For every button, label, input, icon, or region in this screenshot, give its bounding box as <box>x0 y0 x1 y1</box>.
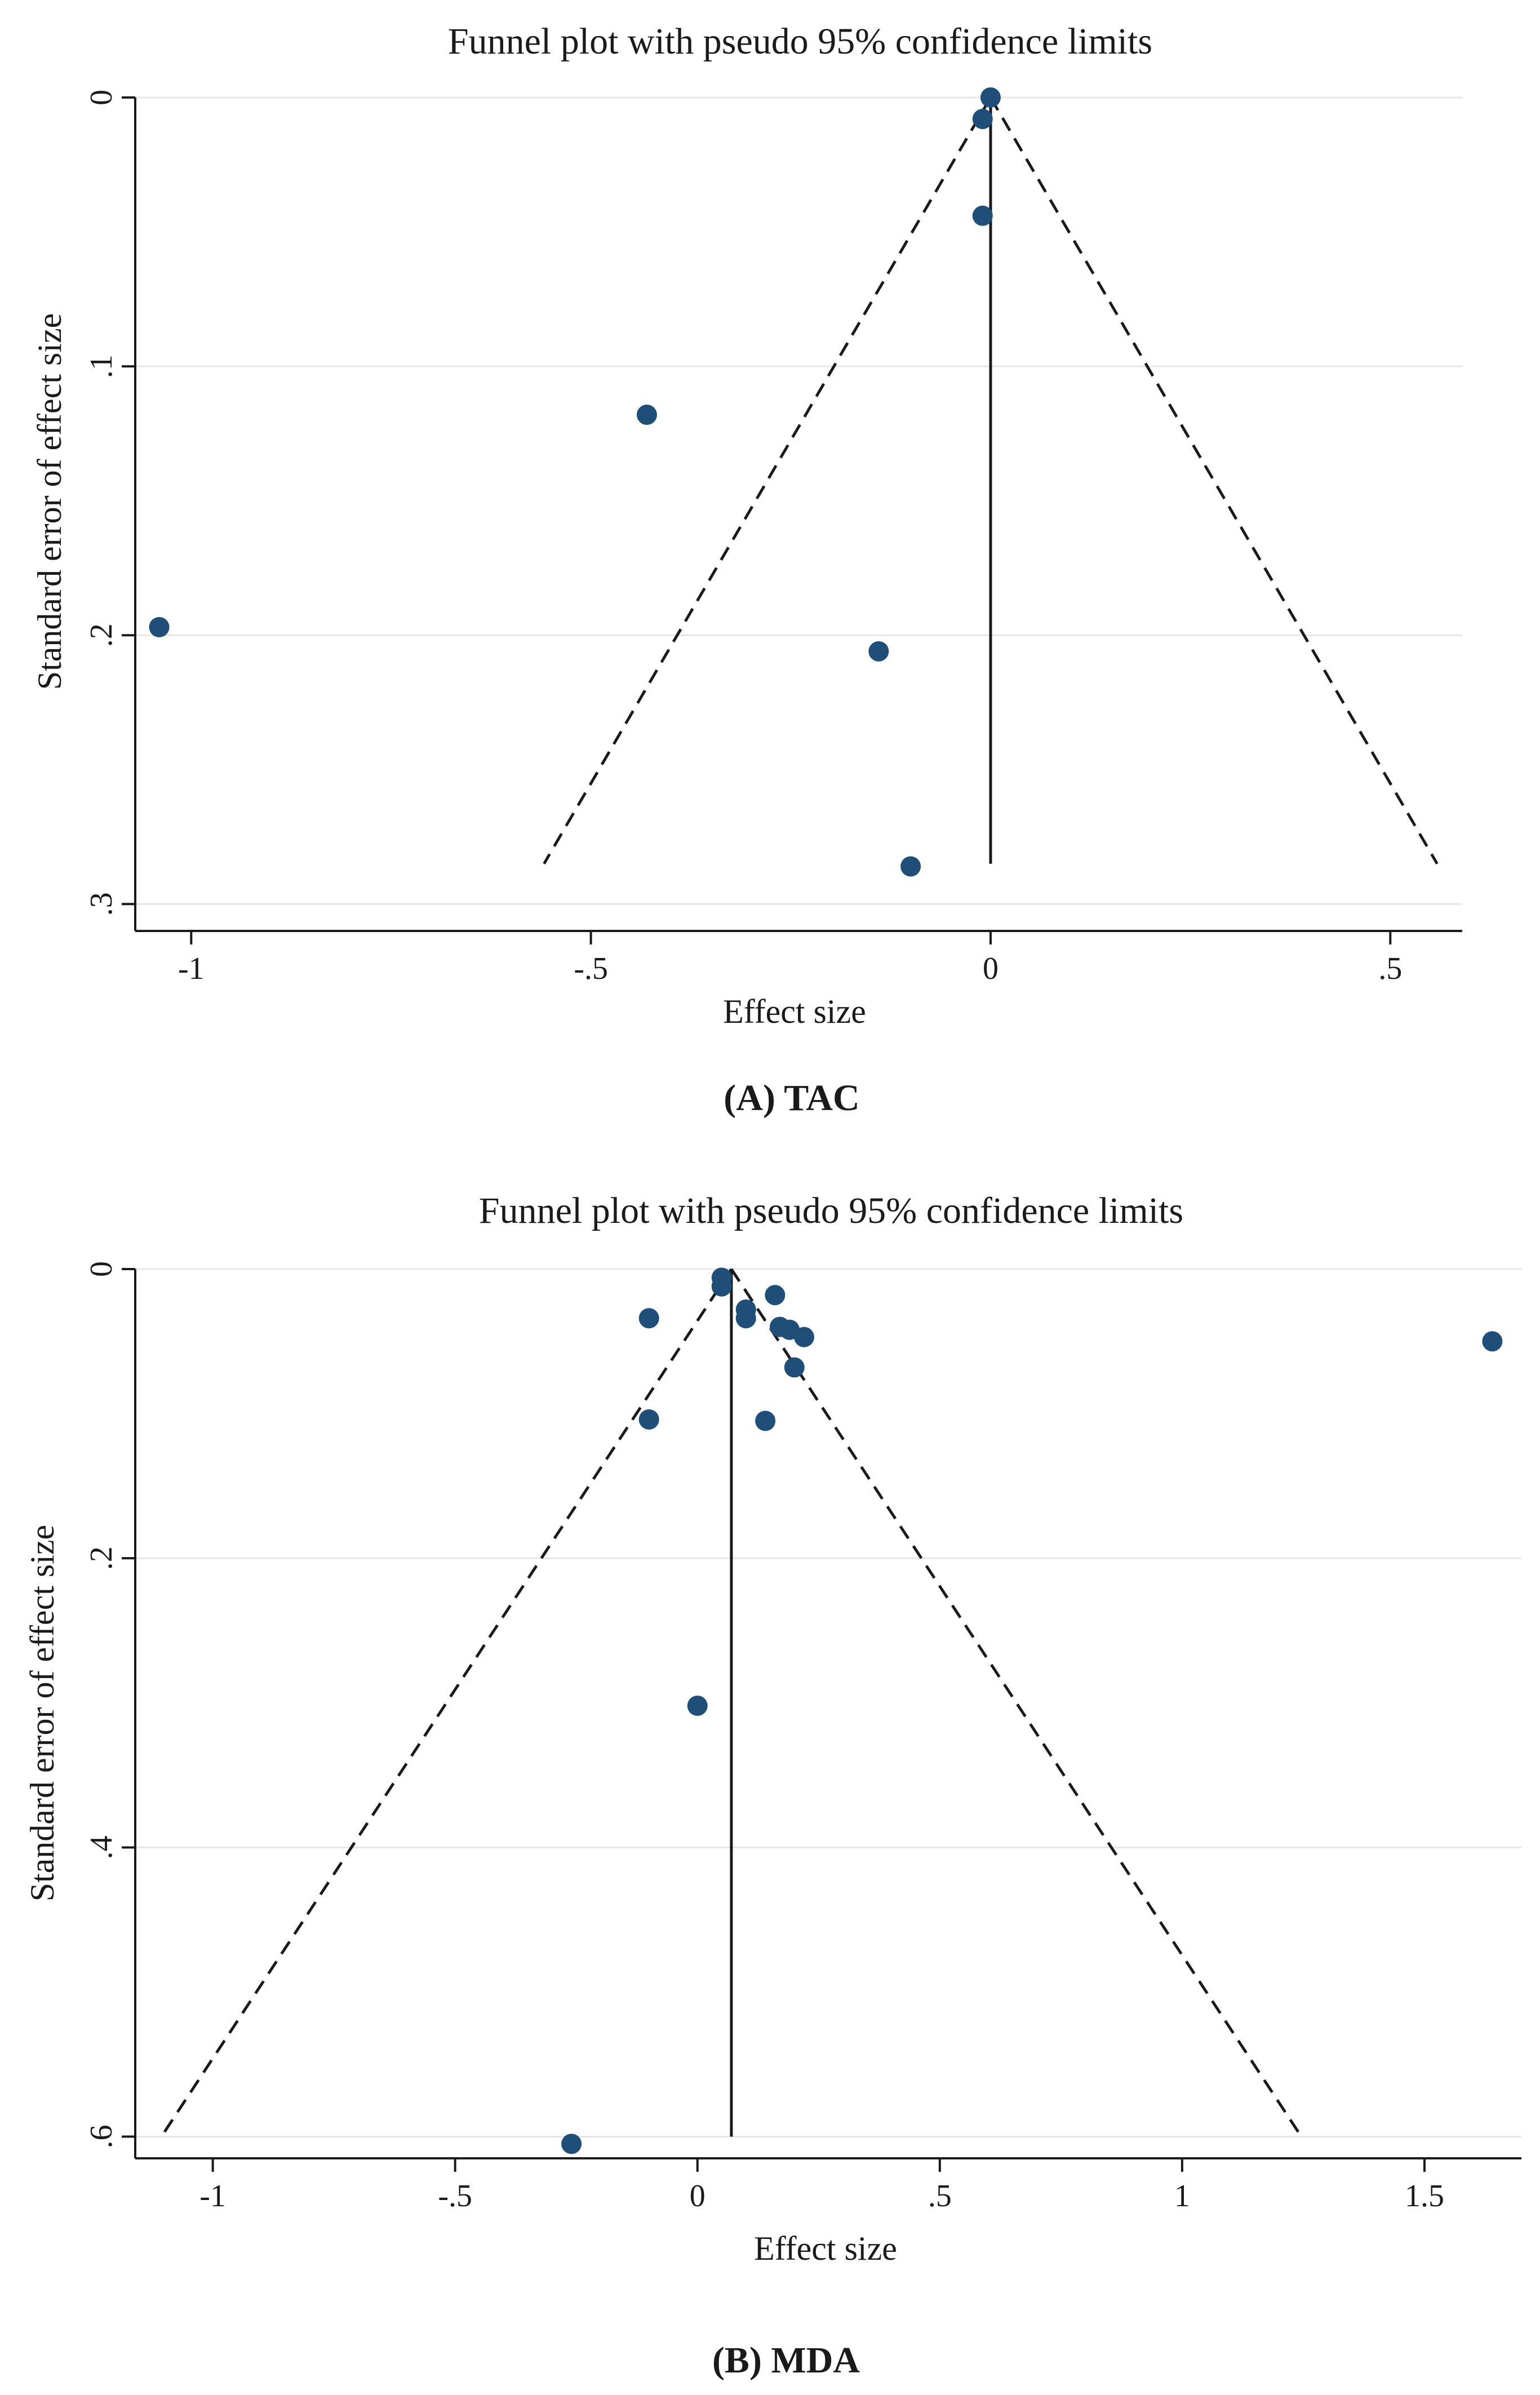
panel-a-study-point <box>972 109 993 130</box>
panel-b-mda: Funnel plot with pseudo 95% confidence l… <box>24 1190 1521 2381</box>
panel-a-y-axis-label: Standard error of effect size <box>31 313 68 690</box>
panel-a-study-point <box>972 205 993 226</box>
panel-b-study-point <box>638 1409 659 1430</box>
panel-a-x-tick-label: -1 <box>178 951 205 986</box>
panel-a-study-point <box>980 87 1001 108</box>
panel-a-caption: (A) TAC <box>724 1077 859 1119</box>
panel-b-funnel-left-limit <box>160 1268 733 2137</box>
panel-a-study-point <box>900 856 921 877</box>
panel-b-x-axis-label: Effect size <box>754 2230 897 2267</box>
panel-b-x-tick-label: .5 <box>928 2179 952 2214</box>
panel-b-study-point <box>765 1285 785 1306</box>
panel-a-y-tick-label: .1 <box>84 354 119 378</box>
panel-b-title: Funnel plot with pseudo 95% confidence l… <box>479 1190 1183 1231</box>
panel-a-x-axis-label: Effect size <box>723 993 866 1030</box>
panel-a-funnel-right-limit <box>989 96 1439 864</box>
panel-a-x-tick-label: .5 <box>1378 951 1402 986</box>
panel-b-study-point <box>735 1308 756 1329</box>
panel-a-y-tick-label: 0 <box>84 90 119 105</box>
panel-b-x-tick-label: -.5 <box>438 2179 472 2214</box>
panel-b-y-tick-label: .4 <box>84 1835 119 1859</box>
panel-a-x-tick-label: -.5 <box>574 951 608 986</box>
panel-a-gridlines <box>135 96 1462 905</box>
panel-a-study-point <box>149 617 170 637</box>
panel-b-study-point <box>784 1357 805 1378</box>
panel-a-tac: Funnel plot with pseudo 95% confidence l… <box>31 21 1462 1119</box>
panel-b-study-point <box>1482 1331 1503 1352</box>
panel-b-x-tick-label: 1 <box>1174 2179 1190 2214</box>
panel-b-y-axis-label: Standard error of effect size <box>24 1525 61 1902</box>
panel-b-y-tick-label: .2 <box>84 1546 119 1570</box>
panel-a-y-tick-label: .3 <box>84 892 119 916</box>
panel-a-x-tick-label: 0 <box>983 951 998 986</box>
panel-a-axes <box>134 97 1462 932</box>
panel-b-x-tick-label: 1.5 <box>1405 2179 1444 2214</box>
panel-b-y-tick-label: .6 <box>84 2125 119 2149</box>
panel-a-points <box>149 87 1001 877</box>
panel-a-funnel <box>543 96 1439 864</box>
panel-b-study-point <box>793 1327 814 1347</box>
panel-b-caption: (B) MDA <box>712 2340 860 2381</box>
panel-b-y-tick-label: 0 <box>84 1261 119 1277</box>
panel-b-study-point <box>638 1308 659 1329</box>
panel-a-y-tick-label: .2 <box>84 623 119 647</box>
panel-b-funnel-right-limit <box>730 1268 1303 2137</box>
panel-a-title: Funnel plot with pseudo 95% confidence l… <box>448 21 1152 62</box>
panel-b-x-ticks: -1 -.5 0 .5 1 1.5 <box>199 2158 1444 2214</box>
panel-b-study-point <box>711 1276 732 1297</box>
panel-b-y-ticks: 0 .2 .4 .6 <box>84 1261 135 2149</box>
panel-a-study-point <box>868 641 889 662</box>
panel-b-points <box>561 1267 1503 2154</box>
panel-b-study-point <box>687 1695 708 1716</box>
panel-b-study-point <box>755 1411 776 1431</box>
panel-b-funnel <box>160 1268 1303 2137</box>
panel-a-y-ticks: 0 .1 .2 .3 <box>84 90 135 916</box>
panel-b-gridlines <box>135 1268 1521 2138</box>
panel-a-funnel-left-limit <box>543 96 992 864</box>
panel-a-x-ticks: -1 -.5 0 .5 <box>178 931 1402 986</box>
panel-b-axes <box>134 1269 1521 2159</box>
panel-b-study-point <box>561 2134 582 2154</box>
panel-b-x-tick-label: -1 <box>199 2179 226 2214</box>
panel-a-study-point <box>636 404 657 425</box>
panel-b-x-tick-label: 0 <box>690 2179 705 2214</box>
